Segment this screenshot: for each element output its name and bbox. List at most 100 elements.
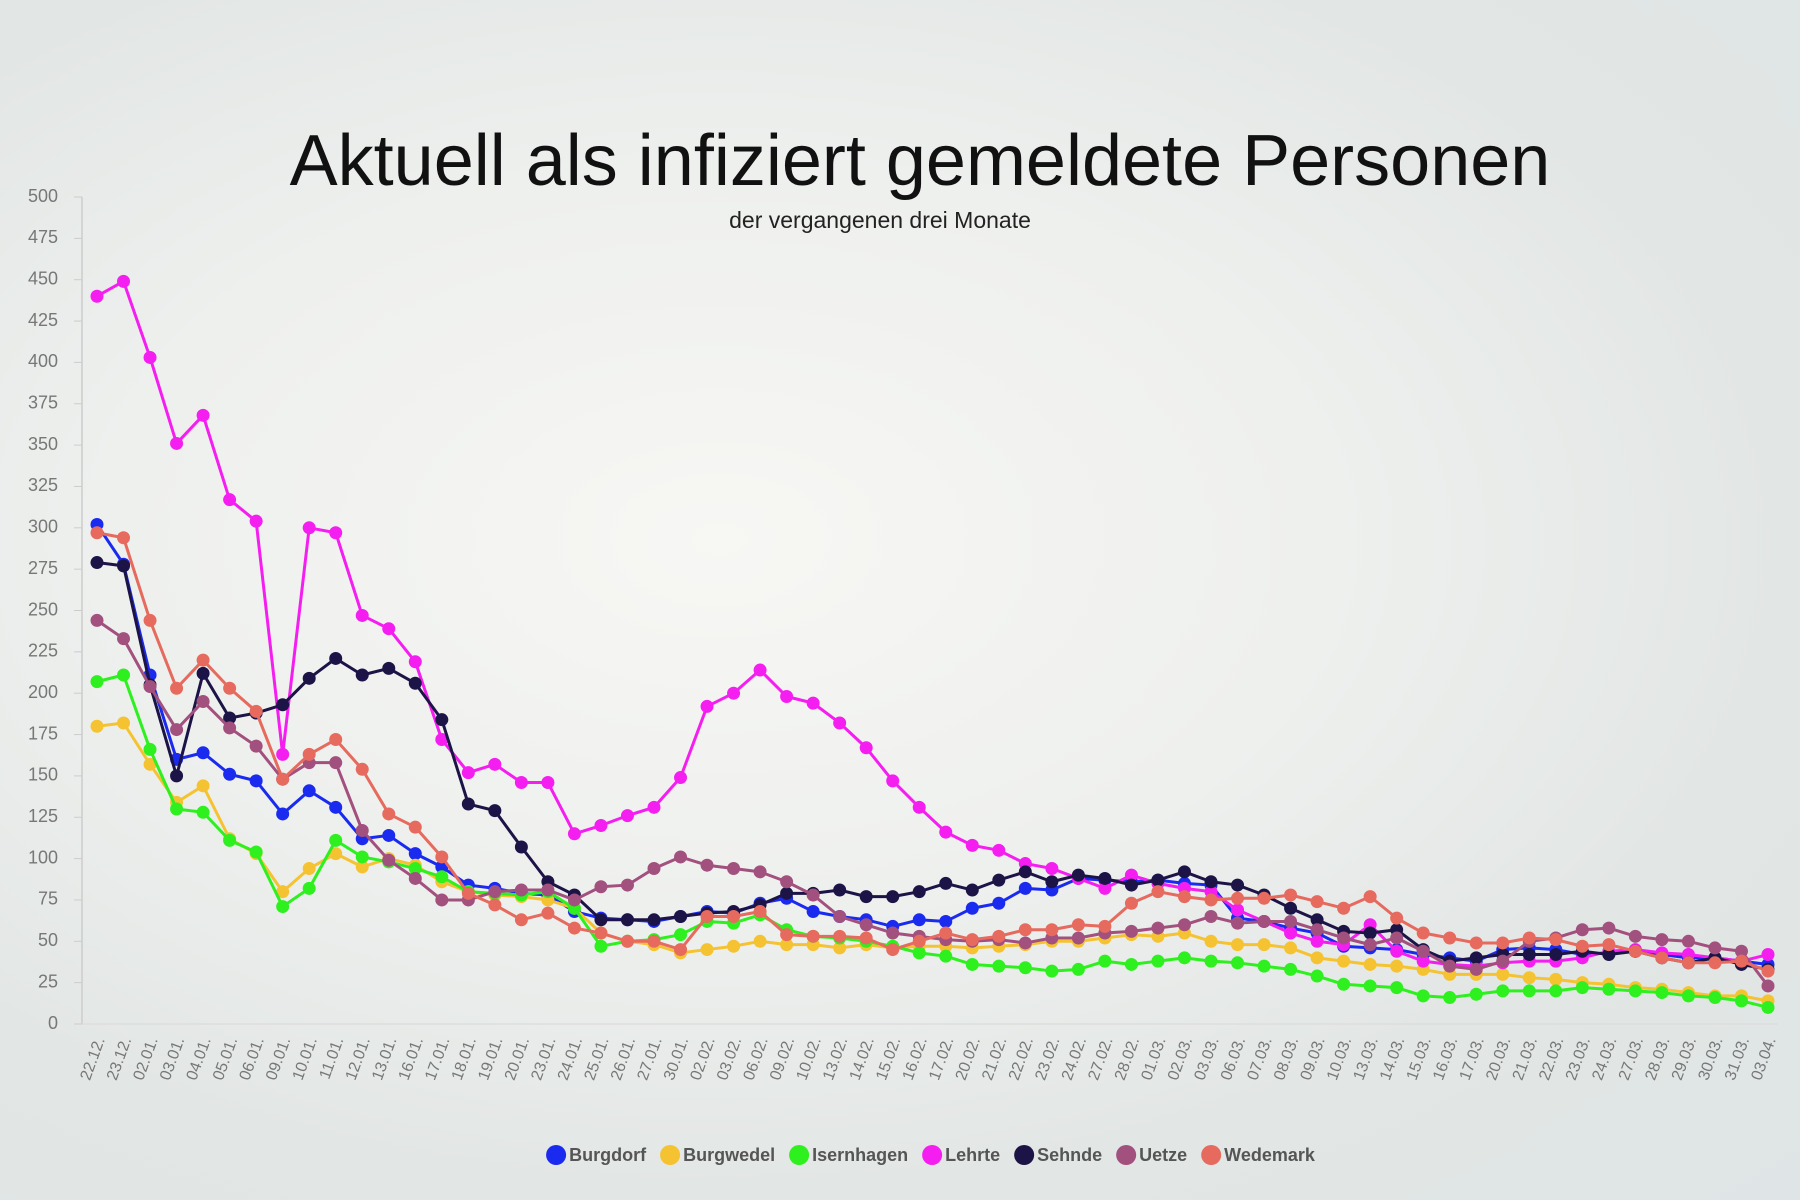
data-point	[249, 739, 263, 753]
data-point	[1284, 888, 1298, 902]
data-point	[382, 853, 396, 867]
legend-label: Burgdorf	[569, 1145, 647, 1165]
data-point	[276, 900, 290, 914]
data-point	[1363, 926, 1377, 940]
data-point	[1284, 926, 1298, 940]
data-point	[1045, 923, 1059, 937]
data-point	[1628, 944, 1642, 958]
data-point	[1761, 1000, 1775, 1014]
data-point	[1416, 926, 1430, 940]
data-point	[1681, 989, 1695, 1003]
data-point	[329, 847, 343, 861]
data-point	[859, 931, 873, 945]
data-point	[806, 888, 820, 902]
data-point	[1628, 984, 1642, 998]
data-point	[514, 883, 528, 897]
data-point	[594, 913, 608, 927]
data-point	[1204, 954, 1218, 968]
y-tick-label: 475	[28, 227, 58, 247]
y-tick-label: 50	[38, 930, 58, 950]
data-point	[594, 939, 608, 953]
data-point	[382, 828, 396, 842]
y-tick-label: 25	[38, 971, 58, 991]
data-point	[1231, 903, 1245, 917]
y-tick-label: 275	[28, 558, 58, 578]
data-point	[1177, 951, 1191, 965]
data-point	[117, 668, 131, 682]
data-point	[859, 918, 873, 932]
data-point	[939, 949, 953, 963]
data-point	[143, 350, 157, 364]
data-point	[859, 741, 873, 755]
data-point	[992, 873, 1006, 887]
data-point	[1390, 944, 1404, 958]
y-tick-label: 200	[28, 682, 58, 702]
data-point	[567, 893, 581, 907]
data-point	[1416, 954, 1430, 968]
data-point	[620, 878, 634, 892]
data-point	[1151, 873, 1165, 887]
data-point	[1310, 934, 1324, 948]
data-point	[992, 929, 1006, 943]
data-point	[1390, 981, 1404, 995]
data-point	[276, 885, 290, 899]
legend-label: Sehnde	[1037, 1145, 1102, 1165]
data-point	[567, 921, 581, 935]
data-point	[196, 779, 210, 793]
data-point	[1337, 977, 1351, 991]
data-point	[1496, 936, 1510, 950]
data-point	[1177, 918, 1191, 932]
data-point	[1655, 951, 1669, 965]
data-point	[302, 747, 316, 761]
data-point	[196, 805, 210, 819]
y-tick-label: 400	[28, 351, 58, 371]
legend-label: Wedemark	[1224, 1145, 1316, 1165]
data-point	[1681, 934, 1695, 948]
data-point	[1522, 948, 1536, 962]
chart-title: Aktuell als infiziert gemeldete Personen	[290, 121, 1551, 201]
data-point	[594, 880, 608, 894]
data-point	[1284, 901, 1298, 915]
data-point	[1575, 939, 1589, 953]
data-point	[1363, 890, 1377, 904]
data-point	[1071, 918, 1085, 932]
data-point	[753, 934, 767, 948]
data-point	[1071, 962, 1085, 976]
series-line	[96, 279, 1769, 968]
data-point	[1496, 984, 1510, 998]
data-point	[912, 913, 926, 927]
data-point	[1602, 982, 1616, 996]
data-point	[117, 274, 131, 288]
data-point	[647, 913, 661, 927]
data-point	[223, 721, 237, 735]
data-point	[249, 704, 263, 718]
data-point	[965, 883, 979, 897]
data-point	[514, 840, 528, 854]
data-point	[1310, 913, 1324, 927]
data-point	[1018, 936, 1032, 950]
data-point	[1204, 893, 1218, 907]
data-point	[196, 694, 210, 708]
data-point	[1310, 923, 1324, 937]
data-point	[1549, 972, 1563, 986]
data-point	[912, 885, 926, 899]
data-point	[1549, 984, 1563, 998]
data-point	[992, 843, 1006, 857]
data-point	[302, 881, 316, 895]
data-point	[647, 934, 661, 948]
data-point	[1363, 957, 1377, 971]
data-point	[488, 757, 502, 771]
data-point	[223, 493, 237, 507]
data-point	[196, 666, 210, 680]
data-point	[408, 820, 422, 834]
data-point	[1284, 914, 1298, 928]
series-line	[96, 673, 1769, 1009]
data-point	[355, 668, 369, 682]
y-tick-label: 0	[48, 1013, 58, 1033]
series-line	[95, 523, 1769, 966]
data-point	[249, 774, 263, 788]
data-point	[833, 941, 847, 955]
data-point	[329, 756, 343, 770]
legend-label: Isernhagen	[812, 1145, 908, 1165]
data-point	[1761, 948, 1775, 962]
